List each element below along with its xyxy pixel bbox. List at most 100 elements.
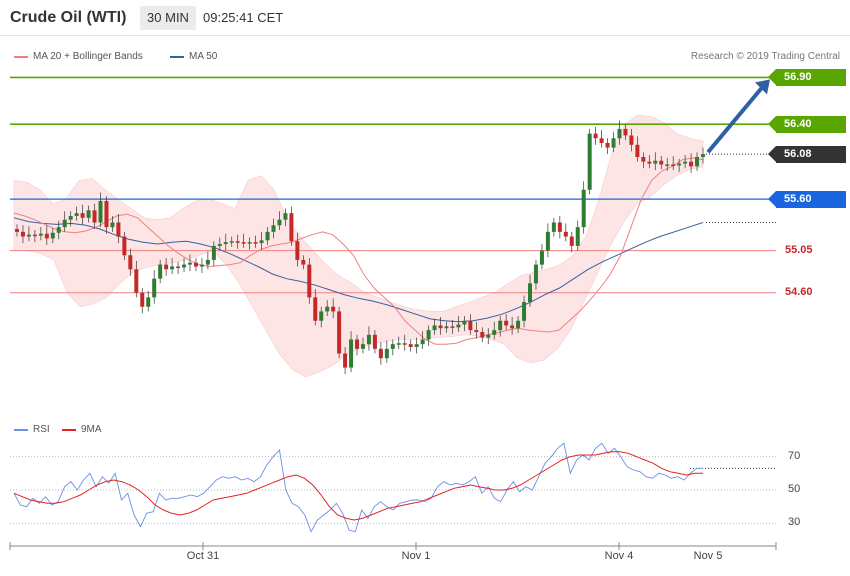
x-label-nov-5: Nov 5 [693,550,723,562]
rsi-label: RSI [33,424,50,435]
candle-body [545,231,550,251]
candle-body [343,353,348,368]
level-tag-55.05: 55.05 [785,243,813,256]
candle-body [98,200,103,223]
candle-body [522,302,527,321]
rsi-swatch [14,428,28,431]
candle-body [319,311,324,321]
candle-body [533,264,538,284]
candle-body [74,213,79,216]
candle-body [44,233,49,239]
candle-body [289,213,294,242]
candle-body [617,128,622,139]
candle-body [182,264,187,268]
candle-body [629,135,634,145]
candle-body [635,144,640,157]
ma50-line [13,217,704,323]
x-label-oct-31: Oct 31 [186,550,220,562]
candle-body [420,339,425,345]
candle-body [432,325,437,331]
candle-body [15,229,19,232]
candle-body [295,241,300,260]
candle-body [396,343,401,345]
candle-body [128,255,133,270]
ma20-line [13,157,704,345]
candle-body [32,234,37,237]
candle-body [456,324,461,328]
candle-body [510,325,515,329]
candle-body [474,330,479,332]
candle-body [378,348,383,359]
candle-body [20,231,25,237]
timeframe-selector[interactable]: 30 MIN [140,6,196,30]
chart-header: Crude Oil (WTI) 30 MIN 09:25:41 CET [0,0,850,36]
candle-body [205,259,210,265]
level-tag-56.08: 56.08 [768,145,846,163]
candle-body [176,266,181,268]
candle-body [86,210,91,218]
level-tag-56.90: 56.90 [768,68,846,86]
candle-body [247,242,252,244]
candle-body [528,283,533,303]
candle-body [104,200,109,228]
candle-body [331,306,336,312]
candle-body [187,262,192,265]
candle-body [569,236,574,246]
instrument-title: Crude Oil (WTI) [10,9,127,26]
candle-body [170,266,175,270]
candle-body [235,241,240,243]
candle-body [152,278,157,298]
timestamp: 09:25:41 CET [203,10,284,25]
ma50-swatch [170,55,184,58]
candle-body [337,311,342,354]
level-tag-56.40: 56.40 [768,115,846,133]
candle-body [653,160,658,164]
candle-body [563,231,568,237]
candle-body [277,219,282,226]
candle-body [402,343,407,345]
ma20-label: MA 20 + Bollinger Bands [33,51,143,62]
bollinger-band [13,114,704,378]
candle-body [504,320,509,326]
candle-body [641,156,646,162]
x-label-nov-4: Nov 4 [604,550,634,562]
ma50-label: MA 50 [189,51,218,62]
candle-body [665,164,670,166]
candle-body [283,213,288,220]
candle-body [38,233,43,236]
rsi-tick-30: 30 [788,516,801,529]
candle-body [164,264,169,270]
ma9-swatch [62,428,76,431]
candle-body [587,133,592,190]
candle-body [68,215,73,220]
ma20-swatch [14,55,28,58]
legend-ma50: MA 50 [170,51,217,62]
candle-body [211,245,216,260]
candle-body [623,128,628,136]
candle-body [462,320,467,325]
candle-body [647,161,652,164]
rsi-tick-50: 50 [788,483,801,495]
candle-body [56,227,61,233]
candle-body [414,344,419,347]
candle-body [50,232,55,239]
candle-body [26,234,31,237]
candle-body [671,164,676,166]
rsi-tick-70: 70 [788,449,801,462]
candle-body [110,222,115,228]
candle-body [695,156,700,167]
candle-body [92,210,97,223]
candle-body [253,242,258,244]
candle-body [199,264,204,267]
candle-body [62,219,67,228]
candle-body [689,161,694,167]
candle-body [581,189,586,228]
candle-body [492,330,497,335]
candle-body [539,250,544,265]
legend-rsi: RSI [14,424,50,435]
legend-ma20: MA 20 + Bollinger Bands [14,51,143,62]
candle-body [134,269,139,293]
candle-body [265,231,270,241]
candle-body [372,334,377,349]
